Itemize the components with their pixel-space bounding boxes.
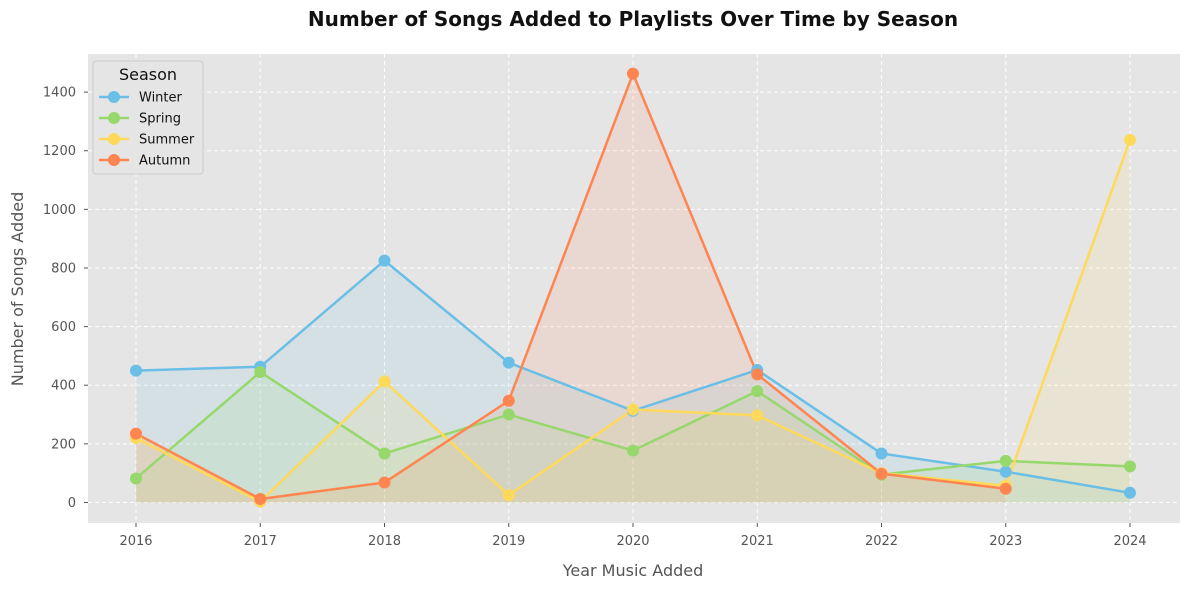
autumn-point xyxy=(875,467,888,480)
x-tick-label: 2024 xyxy=(1113,534,1146,549)
summer-legend-label: Summer xyxy=(139,133,195,148)
spring-point xyxy=(751,385,764,398)
spring-point xyxy=(627,444,639,457)
spring-point xyxy=(999,454,1012,467)
summer-point xyxy=(502,489,515,502)
spring-legend-marker xyxy=(108,112,120,124)
y-tick-label: 800 xyxy=(51,261,76,276)
chart-title: Number of Songs Added to Playlists Over … xyxy=(308,7,958,31)
y-tick-label: 200 xyxy=(51,437,76,452)
x-tick-label: 2017 xyxy=(244,534,277,549)
legend-box xyxy=(92,60,204,175)
x-tick-label: 2021 xyxy=(741,534,774,549)
summer-point xyxy=(378,375,391,388)
legend-title: Season xyxy=(119,65,177,84)
y-tick-label: 600 xyxy=(51,320,76,335)
y-tick-label: 1000 xyxy=(43,203,76,218)
summer-area xyxy=(136,139,1130,503)
spring-point xyxy=(378,447,391,460)
y-axis-label: Number of Songs Added xyxy=(8,192,27,387)
winter-point xyxy=(502,356,515,369)
winter-legend-marker xyxy=(108,91,120,103)
autumn-point xyxy=(999,482,1012,495)
summer-point xyxy=(751,409,764,422)
autumn-legend-marker xyxy=(108,154,120,166)
legend: Season Winter Spring Summer Autumn xyxy=(92,60,204,175)
winter-point xyxy=(130,364,142,377)
winter-point xyxy=(875,447,888,460)
x-tick-label: 2023 xyxy=(989,534,1022,549)
autumn-line xyxy=(135,72,1006,501)
winter-legend-label: Winter xyxy=(139,91,183,106)
x-axis-ticks: 2016 2017 2018 2019 2020 2021 2022 2023 2024 xyxy=(119,523,1147,549)
autumn-area xyxy=(136,73,1006,503)
y-tick-label: 1200 xyxy=(43,144,76,159)
spring-area xyxy=(136,372,1130,503)
grid xyxy=(88,54,1180,523)
y-tick-label: 400 xyxy=(51,379,76,394)
y-tick-label: 1400 xyxy=(43,86,76,101)
autumn-point xyxy=(130,427,142,440)
autumn-legend-label: Autumn xyxy=(139,154,190,169)
autumn-point xyxy=(502,394,515,407)
winter-point xyxy=(999,465,1012,478)
x-tick-label: 2020 xyxy=(616,534,649,549)
x-tick-label: 2019 xyxy=(492,534,525,549)
summer-point xyxy=(1124,133,1136,146)
data-points xyxy=(130,67,1136,508)
x-tick-label: 2022 xyxy=(865,534,898,549)
spring-point xyxy=(502,408,515,421)
y-tick-label: 0 xyxy=(68,496,76,511)
autumn-point xyxy=(751,368,764,381)
x-tick-label: 2016 xyxy=(119,534,152,549)
x-tick-label: 2018 xyxy=(368,534,401,549)
autumn-point xyxy=(627,67,639,80)
winter-area xyxy=(136,260,1130,503)
spring-point xyxy=(1124,460,1136,473)
area-fills xyxy=(136,73,1130,503)
summer-legend-marker xyxy=(108,133,120,145)
legend-items: Winter Spring Summer Autumn xyxy=(99,91,195,169)
summer-point xyxy=(627,403,639,416)
spring-point xyxy=(130,472,142,485)
spring-legend-label: Spring xyxy=(139,112,181,127)
autumn-point xyxy=(378,476,391,489)
winter-point xyxy=(378,254,391,267)
x-axis-label: Year Music Added xyxy=(562,561,704,580)
y-axis-ticks: 0 200 400 600 800 1000 1200 1400 xyxy=(43,86,88,511)
autumn-point xyxy=(254,492,267,505)
winter-point xyxy=(1124,486,1136,499)
spring-point xyxy=(254,366,267,379)
